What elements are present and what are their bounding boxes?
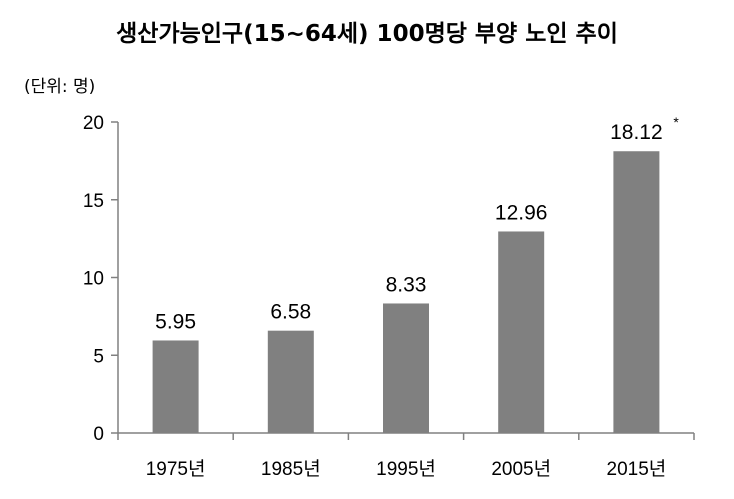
x-category-label: 1975년 [146, 458, 206, 480]
bar [152, 340, 199, 433]
data-label: 6.58 [270, 301, 311, 324]
y-tick-label: 20 [83, 113, 104, 134]
bar [613, 151, 660, 433]
unit-label: (단위: 명) [24, 77, 96, 97]
x-category-label: 1995년 [376, 458, 436, 480]
bar [267, 330, 314, 433]
y-tick-label: 15 [83, 191, 104, 212]
data-label: 12.96 [495, 201, 548, 224]
chart-title: 생산가능인구(15~64세) 100명당 부양 노인 추이 [116, 21, 618, 47]
y-tick-label: 5 [93, 346, 104, 367]
annotation-asterisk: * [673, 114, 679, 130]
y-tick-label: 10 [83, 269, 104, 290]
data-label: 5.95 [155, 310, 196, 333]
bar [383, 303, 429, 433]
bar [498, 231, 545, 433]
x-category-label: 1985년 [261, 458, 321, 480]
data-label: 8.33 [386, 273, 427, 296]
x-category-label: 2005년 [491, 458, 551, 480]
bars [152, 151, 660, 433]
labels: 0 5 10 15 20 5.95 1975년 6.58 1985년 8.33 1995년 12.96… [83, 113, 680, 480]
data-label: 18.12 [610, 121, 663, 144]
y-tick-label: 0 [93, 424, 104, 445]
x-category-label: 2015년 [607, 458, 667, 480]
